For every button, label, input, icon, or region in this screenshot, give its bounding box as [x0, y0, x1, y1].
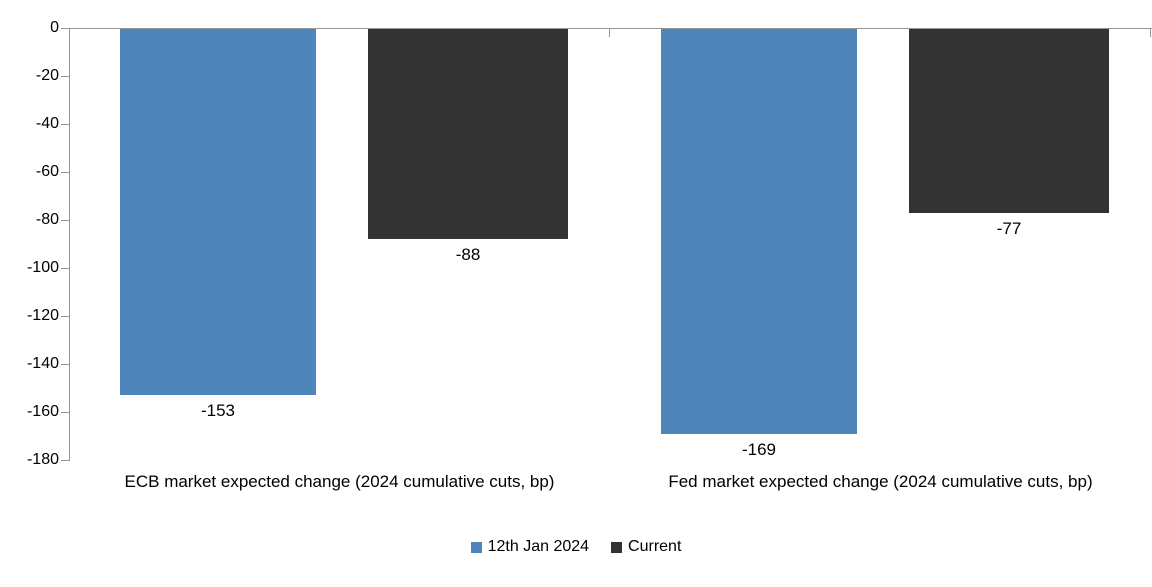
legend-item-12th-jan-2024: 12th Jan 2024: [470, 538, 590, 556]
y-axis-tick: [61, 28, 69, 29]
legend-label-current: Current: [628, 538, 682, 555]
x-axis-zero-line: [69, 28, 1152, 29]
y-axis-tick: [61, 76, 69, 77]
y-axis-tick: [61, 460, 69, 461]
category-boundary-tick: [609, 28, 610, 37]
y-axis-tick: [61, 268, 69, 269]
y-axis-tick-label: -40: [35, 115, 59, 132]
y-axis-tick-label: -100: [26, 259, 59, 276]
bar-fed-12th-jan-2024: [661, 29, 857, 434]
y-axis-tick-label: -120: [26, 307, 59, 324]
bar-ecb-current: [368, 29, 568, 240]
legend-swatch-current: [611, 541, 623, 553]
legend-swatch-12th-jan-2024: [470, 541, 482, 553]
y-axis-tick: [61, 172, 69, 173]
category-label-fed: Fed market expected change (2024 cumulat…: [668, 472, 1093, 491]
y-axis-tick-label: 0: [50, 19, 59, 36]
bar-ecb-12th-jan-2024: [120, 29, 316, 396]
y-axis-tick-label: -20: [35, 67, 59, 84]
data-label-fed-12th-jan-2024: -169: [741, 439, 777, 459]
y-axis-tick: [61, 220, 69, 221]
legend-label-12th-jan-2024: 12th Jan 2024: [487, 538, 590, 555]
y-axis-tick-label: -180: [26, 451, 59, 468]
data-label-fed-current: -77: [996, 218, 1022, 238]
y-axis-tick: [61, 316, 69, 317]
data-label-ecb-12th-jan-2024: -153: [200, 401, 236, 421]
legend: 12th Jan 2024 Current: [0, 538, 1152, 556]
y-axis-line: [69, 28, 70, 461]
y-axis-tick-label: -60: [35, 163, 59, 180]
y-axis-tick: [61, 124, 69, 125]
y-axis-tick: [61, 412, 69, 413]
y-axis-tick-label: -80: [35, 211, 59, 228]
category-boundary-tick: [1150, 28, 1151, 37]
category-label-ecb: ECB market expected change (2024 cumulat…: [124, 472, 555, 491]
legend-item-current: Current: [611, 538, 681, 556]
bar-fed-current: [909, 29, 1109, 213]
y-axis-tick-label: -140: [26, 355, 59, 372]
y-axis-tick-label: -160: [26, 403, 59, 420]
y-axis-tick: [61, 364, 69, 365]
data-label-ecb-current: -88: [455, 245, 481, 265]
